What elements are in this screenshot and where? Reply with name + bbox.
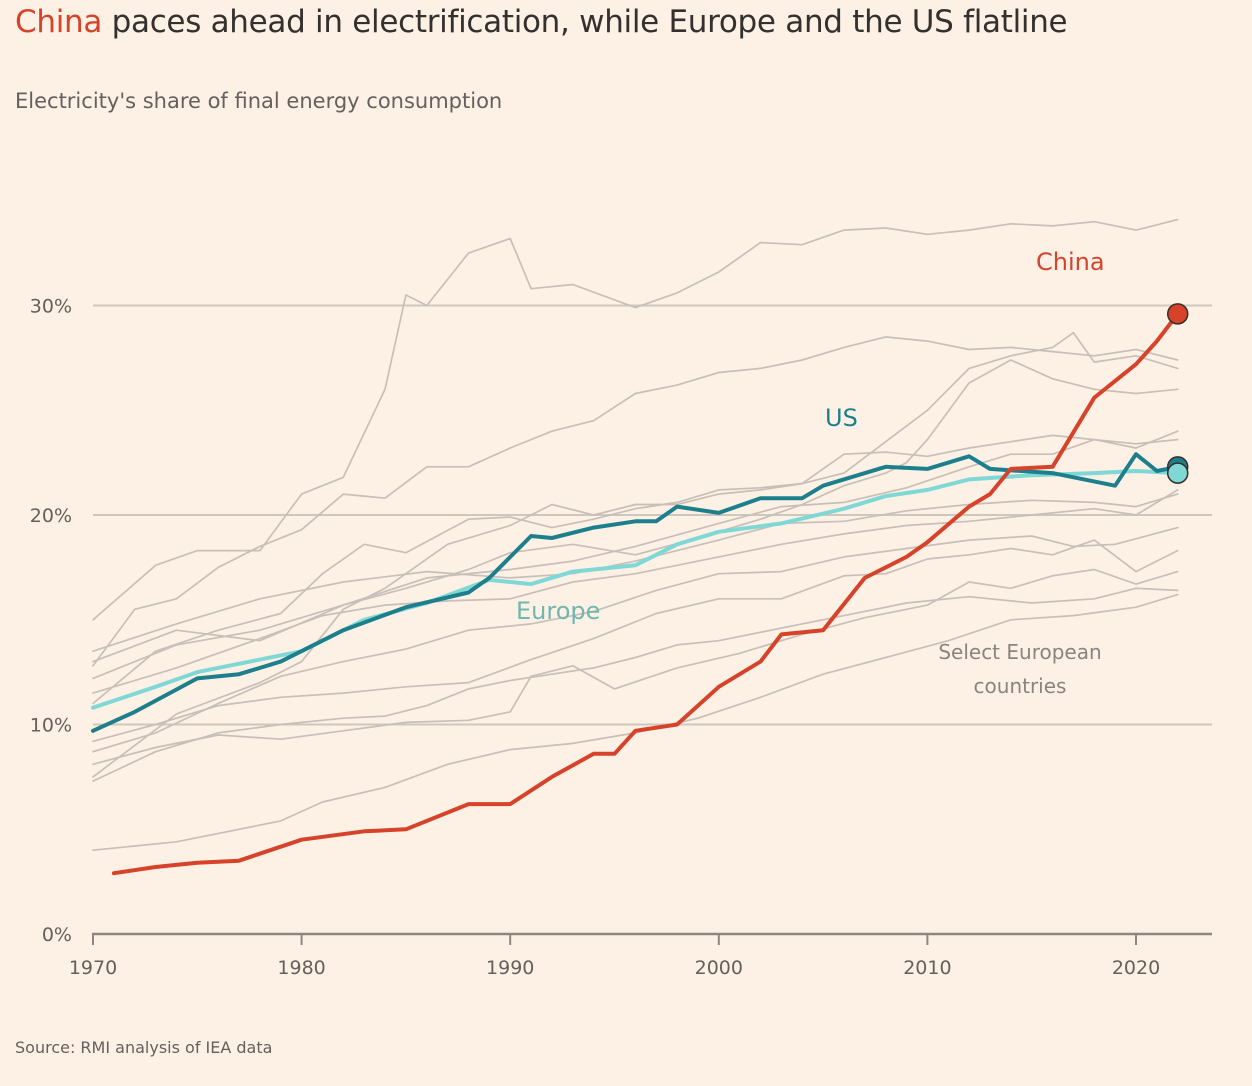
country-line	[92, 489, 1179, 694]
y-axis-labels: 0% 10% 20% 30%	[30, 296, 72, 947]
highlight-lines	[91, 311, 1180, 876]
country-line	[92, 434, 1179, 705]
country-line	[92, 568, 1179, 766]
label-select-european-line2: countries	[974, 674, 1067, 698]
x-tick-label: 2020	[1112, 957, 1160, 979]
y-tick-label: 30%	[30, 296, 72, 318]
label-select-european-line1: Select European	[938, 640, 1101, 664]
end-marker-china	[1166, 303, 1189, 325]
source-note: Source: RMI analysis of IEA data	[15, 1038, 273, 1057]
country-line	[92, 526, 1179, 753]
country-line	[92, 331, 1179, 778]
y-tick-label: 10%	[30, 715, 72, 737]
title-highlight: China	[15, 4, 103, 40]
line-us	[91, 452, 1180, 733]
line-europe	[91, 469, 1180, 710]
country-lines	[92, 218, 1179, 852]
end-marker-europe	[1166, 462, 1189, 484]
country-line	[92, 587, 1179, 782]
title-rest: paces ahead in electrification, while Eu…	[102, 4, 1068, 40]
chart-title: China paces ahead in electrification, wh…	[15, 4, 1068, 40]
x-tick-label: 1970	[69, 957, 117, 979]
label-us: US	[825, 404, 858, 432]
country-line	[92, 430, 1179, 663]
x-tick-label: 1980	[277, 957, 325, 979]
country-line	[92, 593, 1179, 852]
y-tick-label: 20%	[30, 505, 72, 527]
country-line	[92, 336, 1179, 667]
x-tick-label: 2000	[695, 957, 743, 979]
x-tick-label: 1990	[486, 957, 534, 979]
label-china: China	[1036, 248, 1105, 276]
end-markers	[1166, 303, 1189, 484]
label-europe: Europe	[516, 597, 600, 625]
country-line	[92, 539, 1179, 743]
x-tick-label: 2010	[903, 957, 951, 979]
y-tick-label: 0%	[42, 924, 72, 946]
chart-subtitle: Electricity's share of final energy cons…	[15, 89, 503, 113]
country-line	[92, 493, 1179, 653]
x-axis: 1970 1980 1990 2000 2010 2020	[69, 932, 1212, 979]
country-line	[92, 359, 1179, 680]
country-line	[92, 218, 1179, 621]
line-china	[111, 311, 1180, 876]
